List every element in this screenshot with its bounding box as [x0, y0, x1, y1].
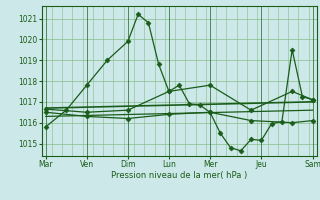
X-axis label: Pression niveau de la mer( hPa ): Pression niveau de la mer( hPa ) — [111, 171, 247, 180]
